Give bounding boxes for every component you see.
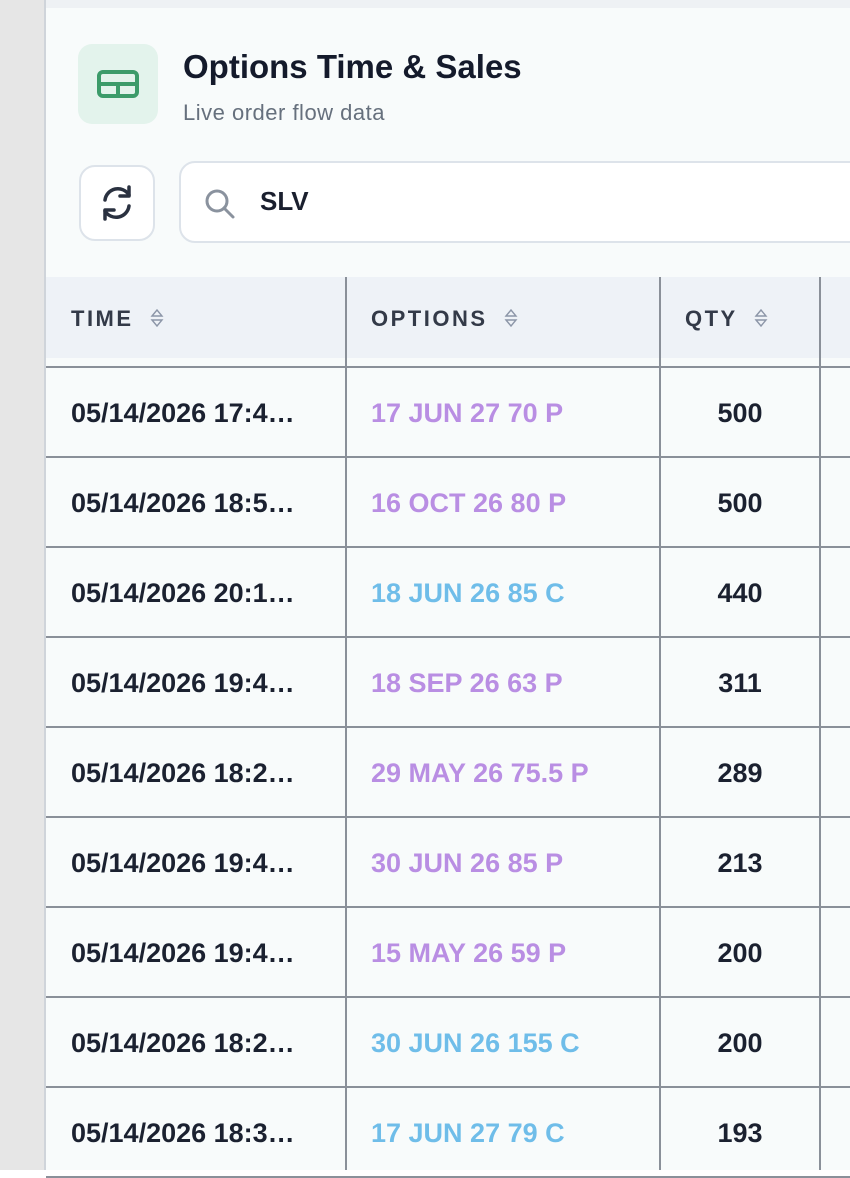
sort-icon[interactable] [150, 307, 164, 329]
option-cell: 30 JUN 26 85 P [371, 848, 564, 878]
row-divider [46, 816, 850, 818]
qty-cell: 311 [718, 668, 762, 698]
time-cell: 05/14/2026 18:5… [71, 488, 295, 518]
qty-cell: 500 [717, 488, 763, 518]
qty-cell: 200 [717, 938, 763, 968]
search-value: SLV [260, 186, 309, 216]
column-divider [345, 277, 347, 1170]
column-divider [659, 277, 661, 1170]
column-header[interactable]: QTY [685, 306, 738, 331]
time-cell: 05/14/2026 18:2… [71, 1028, 295, 1058]
qty-cell: 289 [717, 758, 763, 788]
time-cell: 05/14/2026 19:4… [71, 848, 295, 878]
refresh-icon [103, 185, 131, 221]
refresh-button[interactable] [79, 165, 155, 241]
option-cell: 16 OCT 26 80 P [371, 488, 567, 518]
qty-cell: 193 [717, 1118, 763, 1148]
option-cell: 29 MAY 26 75.5 P [371, 758, 589, 788]
column-header[interactable]: TIME [71, 306, 134, 331]
table-icon-svg [97, 70, 139, 98]
subtitle: Live order flow data [183, 100, 385, 125]
option-cell: 30 JUN 26 155 C [371, 1028, 580, 1058]
title: Options Time & Sales [183, 48, 522, 85]
row-divider [46, 456, 850, 458]
qty-cell: 440 [717, 578, 763, 608]
column-header[interactable]: OPTIONS [371, 306, 488, 331]
time-cell: 05/14/2026 18:3… [71, 1118, 295, 1148]
header-divider [46, 366, 850, 368]
qty-cell: 200 [717, 1028, 763, 1058]
row-divider [46, 726, 850, 728]
row-divider [46, 996, 850, 998]
sidebar-edge [0, 0, 46, 1170]
time-cell: 05/14/2026 20:1… [71, 578, 295, 608]
row-divider [46, 636, 850, 638]
option-cell: 17 JUN 27 70 P [371, 398, 564, 428]
option-cell: 15 MAY 26 59 P [371, 938, 567, 968]
table-icon [78, 44, 158, 124]
table-header [46, 277, 850, 358]
time-cell: 05/14/2026 19:4… [71, 668, 295, 698]
sort-icon[interactable] [504, 307, 518, 329]
qty-cell: 213 [717, 848, 763, 878]
time-cell: 05/14/2026 19:4… [71, 938, 295, 968]
row-divider [46, 906, 850, 908]
search-icon [205, 189, 235, 219]
column-divider [819, 277, 821, 1170]
time-cell: 05/14/2026 18:2… [71, 758, 295, 788]
time-cell: 05/14/2026 17:4… [71, 398, 295, 428]
row-divider [46, 1086, 850, 1088]
top-edge [46, 0, 850, 8]
row-divider [46, 546, 850, 548]
option-cell: 17 JUN 27 79 C [371, 1118, 565, 1148]
qty-cell: 500 [717, 398, 763, 428]
search-box[interactable] [179, 161, 850, 243]
option-cell: 18 JUN 26 85 C [371, 578, 565, 608]
sort-icon[interactable] [754, 307, 768, 329]
option-cell: 18 SEP 26 63 P [371, 668, 563, 698]
